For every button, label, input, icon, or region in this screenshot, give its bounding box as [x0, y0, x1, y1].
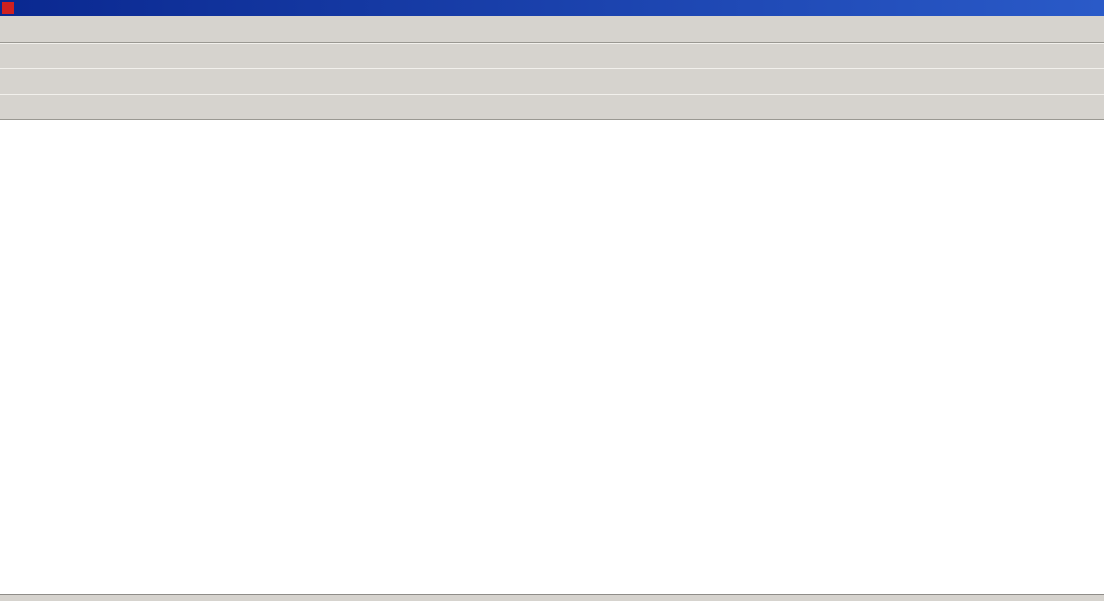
menu-bar [0, 16, 1104, 43]
toolbar-drawing [0, 94, 1104, 120]
bottom-strip [0, 594, 1104, 601]
toolbar-navigation [0, 68, 1104, 95]
title-bar [0, 0, 1104, 16]
app-icon [2, 2, 14, 14]
toolbar-quotes [0, 43, 1104, 69]
